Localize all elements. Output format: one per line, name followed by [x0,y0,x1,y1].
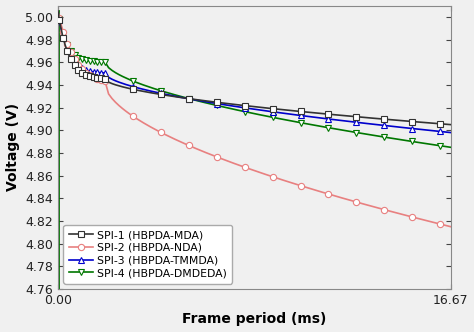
Legend: SPI-1 (HBPDA-MDA), SPI-2 (HBPDA-NDA), SPI-3 (HBPDA-TMMDA), SPI-4 (HBPDA-DMDEDA): SPI-1 (HBPDA-MDA), SPI-2 (HBPDA-NDA), SP… [64,225,232,284]
Line: SPI-2 (HBPDA-NDA): SPI-2 (HBPDA-NDA) [55,8,454,230]
X-axis label: Frame period (ms): Frame period (ms) [182,312,327,326]
SPI-1 (HBPDA-MDA) [413,120,419,124]
SPI-2 (HBPDA-NDA) [58,23,64,27]
SPI-4 (HBPDA-DMDEDA) [72,53,78,57]
SPI-4 (HBPDA-DMDEDA) [55,9,61,13]
SPI-1 (HBPDA-MDA) [80,71,86,75]
SPI-2 (HBPDA-NDA) [60,30,66,34]
SPI-4 (HBPDA-DMDEDA) [58,26,64,30]
SPI-1 (HBPDA-MDA) [55,9,61,13]
SPI-4 (HBPDA-DMDEDA) [448,145,454,149]
SPI-4 (HBPDA-DMDEDA) [413,140,419,144]
SPI-1 (HBPDA-MDA) [389,118,394,122]
SPI-4 (HBPDA-DMDEDA) [389,136,394,140]
SPI-3 (HBPDA-TMMDA) [55,9,61,13]
Line: SPI-4 (HBPDA-DMDEDA): SPI-4 (HBPDA-DMDEDA) [55,8,454,150]
SPI-3 (HBPDA-TMMDA) [448,130,454,134]
Line: SPI-1 (HBPDA-MDA): SPI-1 (HBPDA-MDA) [55,8,454,128]
SPI-2 (HBPDA-NDA) [80,68,86,72]
SPI-3 (HBPDA-TMMDA) [413,127,419,131]
SPI-1 (HBPDA-MDA) [448,123,454,126]
SPI-2 (HBPDA-NDA) [413,216,419,220]
SPI-3 (HBPDA-TMMDA) [60,35,66,39]
SPI-1 (HBPDA-MDA) [60,36,66,40]
SPI-3 (HBPDA-TMMDA) [80,67,86,71]
SPI-3 (HBPDA-TMMDA) [58,27,64,31]
SPI-4 (HBPDA-DMDEDA) [60,33,66,37]
SPI-2 (HBPDA-NDA) [55,9,61,13]
Line: SPI-3 (HBPDA-TMMDA): SPI-3 (HBPDA-TMMDA) [55,8,454,136]
SPI-2 (HBPDA-NDA) [389,209,394,213]
Y-axis label: Voltage (V): Voltage (V) [6,103,19,191]
SPI-3 (HBPDA-TMMDA) [389,124,394,128]
SPI-1 (HBPDA-MDA) [72,64,78,68]
SPI-3 (HBPDA-TMMDA) [72,61,78,65]
SPI-1 (HBPDA-MDA) [58,28,64,32]
SPI-2 (HBPDA-NDA) [448,225,454,229]
SPI-2 (HBPDA-NDA) [72,58,78,62]
SPI-4 (HBPDA-DMDEDA) [80,57,86,61]
